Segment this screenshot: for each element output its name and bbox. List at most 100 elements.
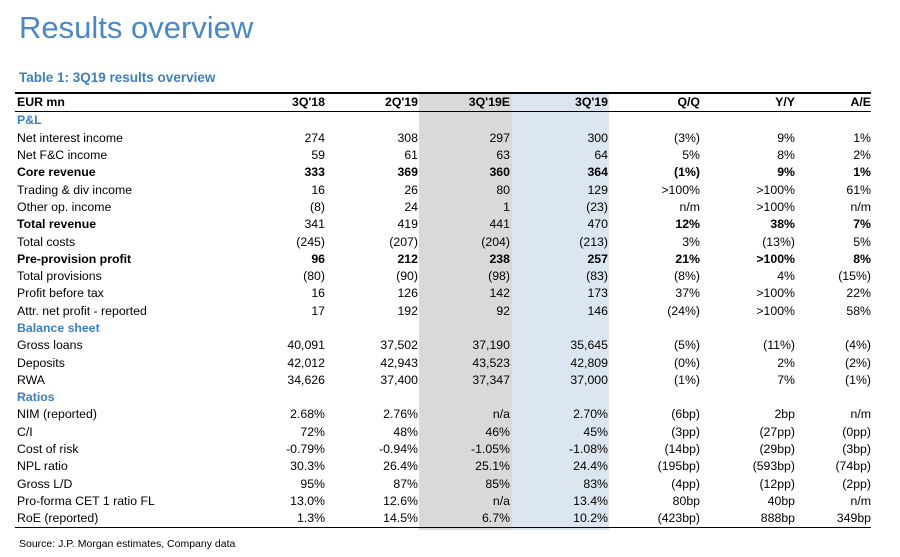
row-label: Core revenue xyxy=(17,165,96,180)
section-label: Balance sheet xyxy=(17,321,100,335)
row-value: 1% xyxy=(853,130,871,145)
row-value: 14.5% xyxy=(325,510,418,529)
row-value: (245) xyxy=(296,234,325,249)
row-label: Attr. net profit - reported xyxy=(17,303,147,318)
row-value: (80) xyxy=(303,269,325,284)
row-label: Gross loans xyxy=(17,338,83,353)
row-label: C/I xyxy=(17,424,33,439)
section-header-row: P&L xyxy=(15,112,871,130)
row-value: (13%) xyxy=(762,234,795,249)
row-value: n/m xyxy=(679,199,701,214)
table-row: Trading & div income 16 26 80 129 >100% >100% 6… xyxy=(15,181,871,198)
row-value: 85% xyxy=(485,476,510,491)
actual-column-shading xyxy=(512,92,609,530)
row-value: 470 xyxy=(587,217,608,232)
row-value: 419 xyxy=(397,217,418,232)
section-label: Ratios xyxy=(17,390,55,405)
table-row: Pre-provision profit 96 212 238 257 21% >100% 8… xyxy=(15,251,871,268)
row-value: 1% xyxy=(853,165,871,180)
row-value: (4pp) xyxy=(671,476,700,491)
row-value: (5%) xyxy=(674,338,700,353)
table-row: C/I 72% 48% 46% 45% (3pp) (27pp) (0pp) xyxy=(15,424,871,441)
row-value: (98) xyxy=(488,269,510,284)
row-value: 300 xyxy=(587,130,608,145)
row-label: Other op. income xyxy=(17,199,112,214)
row-label: Net F&C income xyxy=(17,148,108,163)
row-value: 13.0% xyxy=(290,493,325,508)
row-value: (6bp) xyxy=(671,407,700,422)
table-row: NIM (reported) 2.68% 2.76% n/a 2.70% (6bp) 2bp… xyxy=(15,406,871,423)
table-row: Profit before tax 16 126 142 173 37% >100% 22% xyxy=(15,285,871,302)
row-value: 83% xyxy=(583,476,608,491)
row-label: Net interest income xyxy=(17,130,123,145)
row-value: 274 xyxy=(304,130,325,145)
row-value: (204) xyxy=(481,234,510,249)
row-value: 58% xyxy=(846,303,871,318)
row-value: (4%) xyxy=(845,338,871,353)
row-value: (3pp) xyxy=(671,424,700,439)
row-value: n/a xyxy=(492,407,510,422)
row-value: 26.4% xyxy=(383,459,418,474)
row-value: 129 xyxy=(587,182,608,197)
table-row: NPL ratio 30.3% 26.4% 25.1% 24.4% (195bp) (593… xyxy=(15,458,871,475)
source-note: Source: J.P. Morgan estimates, Company d… xyxy=(19,538,236,550)
row-label: Gross L/D xyxy=(17,476,73,491)
row-value: 48% xyxy=(393,424,418,439)
row-value: 35,645 xyxy=(570,338,608,353)
row-value: 349bp xyxy=(795,510,871,529)
table-row: RWA 34,626 37,400 37,347 37,000 (1%) 7% (1%) xyxy=(15,372,871,389)
row-value: 13.4% xyxy=(573,493,608,508)
row-value: (1%) xyxy=(674,372,700,387)
table-row: Net F&C income 59 61 63 64 5% 8% 2% xyxy=(15,147,871,164)
row-value: 238 xyxy=(489,251,510,266)
row-value: 126 xyxy=(397,286,418,301)
row-value: 369 xyxy=(397,165,418,180)
row-value: 10.2% xyxy=(510,510,608,529)
table-row: Total costs (245) (207) (204) (213) 3% (13%) 5% xyxy=(15,233,871,250)
row-value: 37,502 xyxy=(380,338,418,353)
row-value: 2% xyxy=(777,355,795,370)
row-value: 7% xyxy=(777,372,795,387)
column-header: 3Q'19 xyxy=(510,92,608,113)
row-value: (83) xyxy=(586,269,608,284)
row-value: 87% xyxy=(393,476,418,491)
row-value: 173 xyxy=(587,286,608,301)
row-value: 95% xyxy=(300,476,325,491)
row-value: 9% xyxy=(777,130,795,145)
row-value: 61% xyxy=(846,182,871,197)
row-label: Pre-provision profit xyxy=(17,251,132,266)
row-value: (1%) xyxy=(674,165,700,180)
row-value: 37,000 xyxy=(570,372,608,387)
row-value: 37% xyxy=(675,286,700,301)
row-value: 37,400 xyxy=(380,372,418,387)
row-value: 257 xyxy=(587,251,608,266)
row-value: (14bp) xyxy=(664,442,700,457)
row-value: 61 xyxy=(404,148,418,163)
row-value: >100% xyxy=(661,182,700,197)
section-label: P&L xyxy=(17,113,42,128)
row-value: 2bp xyxy=(774,407,795,422)
column-header: Y/Y xyxy=(700,92,795,113)
row-value: 9% xyxy=(777,165,795,180)
row-value: (90) xyxy=(396,269,418,284)
row-value: 2.76% xyxy=(383,407,418,422)
table-row: Pro-forma CET 1 ratio FL 13.0% 12.6% n/a 13.… xyxy=(15,493,871,510)
row-value: 212 xyxy=(397,251,418,266)
row-value: (213) xyxy=(579,234,608,249)
estimate-column-shading xyxy=(419,92,512,530)
row-value: 21% xyxy=(675,251,700,266)
row-value: n/m xyxy=(850,493,872,508)
row-value: 40,091 xyxy=(287,338,325,353)
column-header: 3Q'18 xyxy=(195,92,325,113)
results-table-container: EUR mn 3Q'18 2Q'19 3Q'19E 3Q'19 Q/Q Y/Y A/E P&L… xyxy=(15,92,871,530)
row-label: RoE (reported) xyxy=(15,510,195,529)
row-value: 2.68% xyxy=(290,407,325,422)
row-value: 308 xyxy=(397,130,418,145)
row-label: Pro-forma CET 1 ratio FL xyxy=(17,493,155,508)
row-value: 146 xyxy=(587,303,608,318)
row-value: 25.1% xyxy=(475,459,510,474)
row-value: n/m xyxy=(850,407,872,422)
row-label: Total costs xyxy=(17,234,76,249)
row-value: (207) xyxy=(389,234,418,249)
row-value: (2pp) xyxy=(842,476,871,491)
